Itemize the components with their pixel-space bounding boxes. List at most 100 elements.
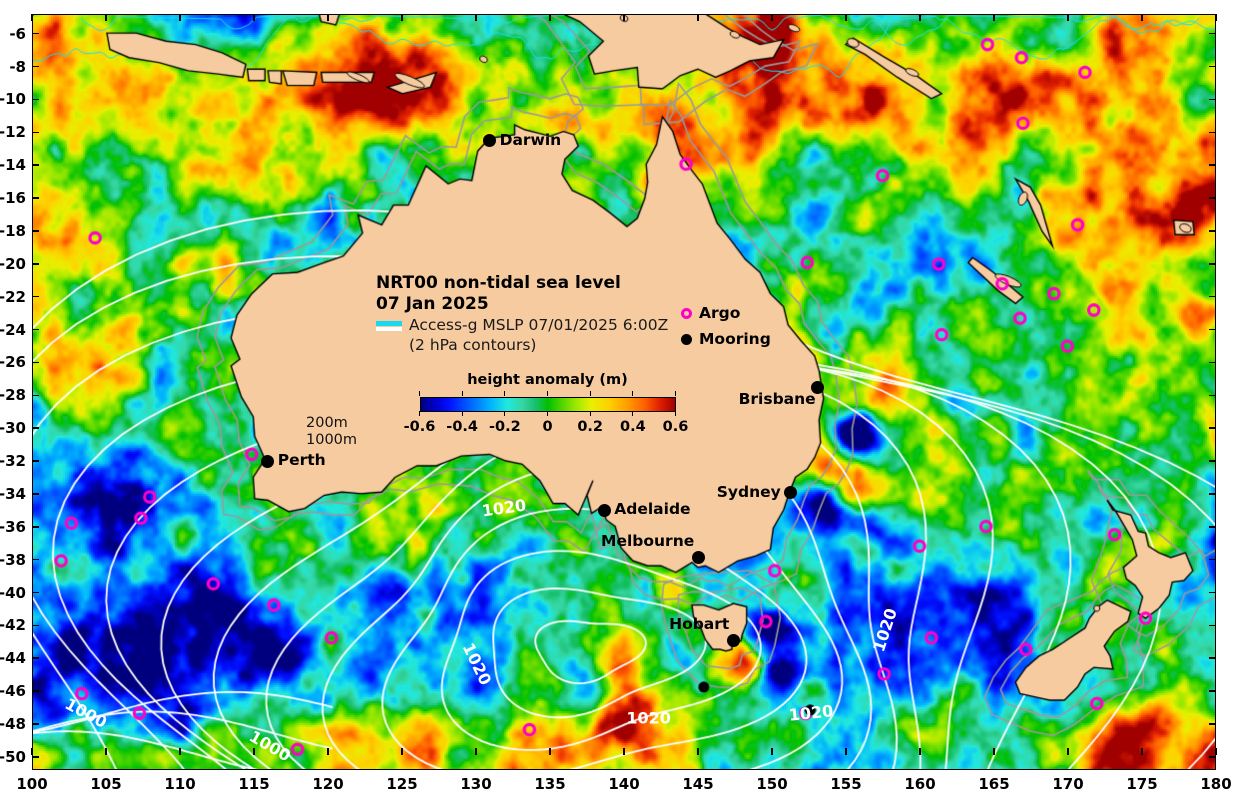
x-axis-tick xyxy=(919,748,921,755)
colorbar-tick-label: 0.4 xyxy=(619,419,646,435)
y-axis-tick xyxy=(1209,295,1216,298)
y-axis-tick xyxy=(32,723,39,725)
y-axis-tick xyxy=(1209,328,1216,331)
x-axis-tick xyxy=(1141,14,1143,21)
y-axis-tick xyxy=(1209,624,1216,627)
x-axis-tick-label: 180 xyxy=(1200,775,1232,793)
x-axis-tick xyxy=(327,14,329,21)
y-axis-tick-label: -34 xyxy=(0,484,26,503)
x-axis-tick xyxy=(623,14,625,21)
x-axis-tick xyxy=(697,14,699,21)
x-axis-tick-label: 105 xyxy=(90,775,122,793)
mslp-contour-swatch xyxy=(376,321,402,332)
y-axis-tick xyxy=(1209,756,1216,758)
y-axis-tick xyxy=(1209,526,1216,528)
cyan-contour-swatch xyxy=(376,321,402,326)
y-axis-tick-label: -20 xyxy=(0,254,26,273)
y-axis-tick xyxy=(32,558,39,561)
x-axis-tick xyxy=(105,748,107,755)
x-axis-tick xyxy=(31,14,33,21)
y-axis-tick xyxy=(32,624,39,627)
x-axis-tick xyxy=(993,14,995,21)
x-axis-tick-label: 125 xyxy=(386,775,418,793)
title-line-2: 07 Jan 2025 xyxy=(376,294,489,314)
x-axis-tick xyxy=(697,748,699,755)
y-axis-tick-label: -8 xyxy=(9,57,26,76)
y-axis-tick xyxy=(1209,98,1216,101)
y-axis-tick xyxy=(1209,493,1216,495)
x-axis-tick xyxy=(845,748,847,755)
x-axis-tick-label: 150 xyxy=(756,775,788,793)
y-axis-tick xyxy=(32,460,39,462)
x-axis-tick-label: 165 xyxy=(978,775,1010,793)
x-axis-tick xyxy=(253,14,255,21)
y-axis-tick-label: -18 xyxy=(0,221,26,240)
x-axis-tick xyxy=(401,14,403,21)
legend-row-mooring: Mooring xyxy=(673,326,771,352)
legend-row-argo: Argo xyxy=(673,300,771,326)
y-axis-tick xyxy=(1209,197,1216,199)
colorbar-tick-label: 0.6 xyxy=(662,419,689,435)
sea-level-anomaly-map xyxy=(33,15,1215,769)
mslp-source-label: Access-g MSLP 07/01/2025 6:00Z xyxy=(409,316,669,334)
x-axis-tick-label: 155 xyxy=(830,775,862,793)
y-axis-tick xyxy=(32,657,39,659)
x-axis-tick-label: 130 xyxy=(460,775,492,793)
city-dot-icon xyxy=(261,454,275,468)
y-axis-tick-label: -44 xyxy=(0,649,26,668)
colorbar-gradient xyxy=(419,397,676,412)
y-axis-tick-label: -14 xyxy=(0,156,26,175)
y-axis-tick-label: -22 xyxy=(0,287,26,306)
x-axis-tick xyxy=(845,14,847,21)
colorbar-ticks-top xyxy=(418,391,677,397)
x-axis-tick xyxy=(1215,748,1217,755)
y-axis-tick xyxy=(1209,427,1216,429)
colorbar-tick-label: -0.2 xyxy=(488,419,521,435)
x-axis-tick-label: 175 xyxy=(1126,775,1158,793)
argo-marker-icon xyxy=(673,307,699,319)
y-axis-tick-label: -48 xyxy=(0,714,26,733)
x-axis-tick-label: 145 xyxy=(682,775,714,793)
x-axis-tick xyxy=(771,748,773,755)
y-axis-tick xyxy=(32,164,39,166)
y-axis-tick xyxy=(1209,65,1216,68)
x-axis-tick xyxy=(105,14,107,21)
y-axis-tick-label: -12 xyxy=(0,123,26,142)
y-axis-tick xyxy=(32,427,39,429)
bathymetry-depth-key: 200m 1000m xyxy=(306,415,357,449)
depth-label-200m: 200m xyxy=(306,415,348,431)
x-axis-tick xyxy=(1141,748,1143,755)
colorbar-tick-label: 0.2 xyxy=(577,419,603,435)
y-axis-tick xyxy=(32,361,39,364)
x-axis-tick-label: 140 xyxy=(608,775,640,793)
x-axis-tick xyxy=(549,748,551,755)
y-axis-tick xyxy=(32,230,39,232)
colorbar-ticks-bottom xyxy=(418,411,677,417)
x-axis-tick xyxy=(771,14,773,21)
y-axis-tick xyxy=(1209,131,1216,134)
y-axis-tick-label: -10 xyxy=(0,90,26,109)
y-axis-tick-label: -24 xyxy=(0,320,26,339)
x-axis-tick xyxy=(549,14,551,21)
x-axis-tick xyxy=(31,748,33,755)
title-line-1: NRT00 non-tidal sea level xyxy=(376,273,621,293)
y-axis-tick xyxy=(32,328,39,331)
city-dot-icon xyxy=(726,634,740,648)
y-axis-tick xyxy=(1209,690,1216,692)
colorbar-tick-label: -0.6 xyxy=(403,419,436,435)
y-axis-tick xyxy=(1209,591,1216,594)
x-axis-tick xyxy=(401,748,403,755)
city-label: Sydney xyxy=(716,482,781,501)
colorbar-title: height anomaly (m) xyxy=(467,372,628,388)
city-label: Brisbane xyxy=(738,389,816,408)
y-axis-tick-label: -38 xyxy=(0,550,26,569)
y-axis-tick xyxy=(1209,558,1216,561)
x-axis-tick-label: 100 xyxy=(16,775,48,793)
y-axis-tick xyxy=(1209,394,1216,397)
y-axis-tick-label: -30 xyxy=(0,419,26,438)
y-axis-tick xyxy=(32,690,39,692)
x-axis-tick xyxy=(1067,748,1069,755)
y-axis-tick-label: -32 xyxy=(0,452,26,471)
y-axis-tick xyxy=(32,526,39,528)
x-axis-tick xyxy=(475,748,477,755)
